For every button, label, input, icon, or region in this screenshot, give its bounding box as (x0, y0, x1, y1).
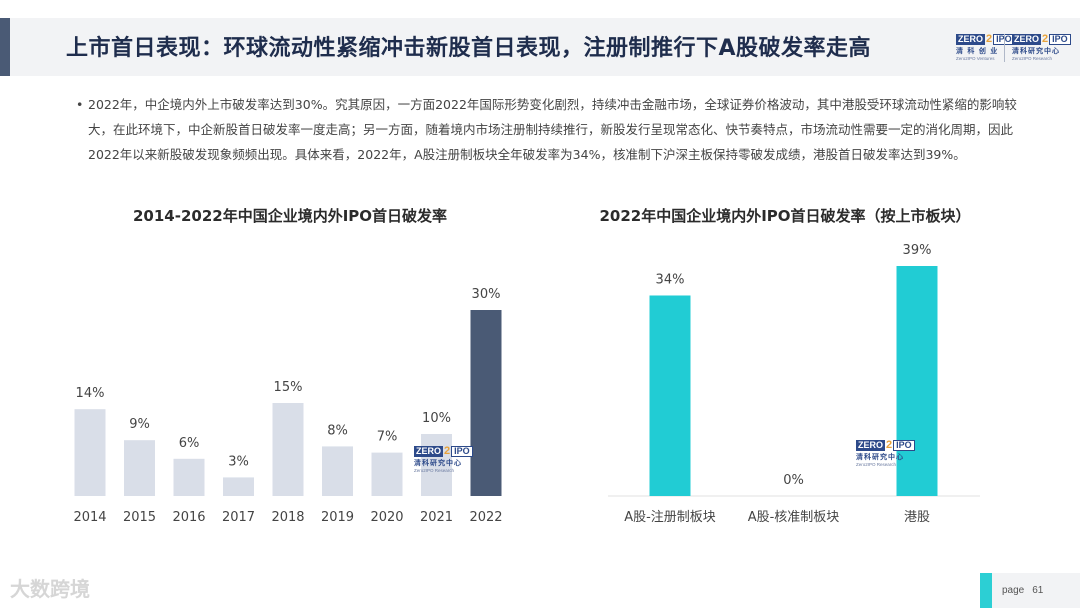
logo-zero-text: ZERO (1012, 34, 1042, 45)
bullet-icon: • (76, 97, 84, 112)
chart2-bar-港股 (896, 266, 938, 496)
chart1-bars: 14% 2014 9% 2015 6% 2016 3% 2017 15% 2018 8% 2019 7%… (73, 287, 502, 525)
chart1-category-label: 2017 (222, 510, 255, 525)
zero2ipo-research-logo: ZERO 2 IPO 清科研究中心 Zero2IPO Research (1012, 34, 1071, 61)
chart1-value-label: 8% (327, 423, 348, 438)
chart1-category-label: 2022 (469, 510, 502, 525)
chart2-value-label: 34% (656, 272, 685, 287)
watermark-cn-text: 清科研究中心 (414, 459, 462, 467)
watermark-en-text: Zero2IPO Research (856, 462, 897, 467)
watermark-cn-text: 清科研究中心 (856, 453, 904, 461)
chart1-value-label: 6% (179, 436, 200, 451)
page-number: 61 (1032, 585, 1044, 596)
chart2-category-label: A股-核准制板块 (748, 510, 840, 525)
header-accent (0, 18, 10, 76)
watermark-two-text: 2 (886, 439, 893, 451)
chart1-value-label: 9% (129, 417, 150, 432)
chart1-bar-2020 (371, 452, 403, 496)
chart1-bar-2021 (421, 434, 452, 496)
chart1-value-label: 7% (377, 430, 398, 445)
page-title: 上市首日表现：环球流动性紧缩冲击新股首日表现，注册制推行下A股破发率走高 (66, 36, 872, 61)
chart1-category-label: 2020 (370, 510, 403, 525)
chart1-value-label: 15% (274, 380, 303, 395)
watermark-zero-text: ZERO (414, 446, 444, 457)
watermark-ipo-text: IPO (893, 440, 915, 451)
logo-en-text: Zero2IPO Research (1012, 56, 1053, 61)
chart2-watermark: ZERO 2 IPO 清科研究中心 Zero2IPO Research (856, 440, 915, 467)
chart1-bar-2019 (322, 446, 353, 496)
page-label: page (1002, 585, 1025, 596)
summary-paragraph: • 2022年，中企境内外上市破发率达到30%。究其原因，一方面2022年国际形… (76, 92, 1038, 167)
chart2-bars: 34% A股-注册制板块 0% A股-核准制板块 39% 港股 (624, 243, 938, 525)
chart1-watermark: ZERO 2 IPO 清科研究中心 Zero2IPO Research (414, 446, 473, 473)
chart2-category-label: 港股 (904, 510, 930, 525)
logo-zero-text: ZERO (956, 34, 986, 45)
chart2-bar-A股-注册制板块 (649, 295, 691, 496)
summary-text: 2022年，中企境内外上市破发率达到30%。究其原因，一方面2022年国际形势变… (88, 97, 1017, 162)
logo-ipo-text: IPO (1049, 34, 1071, 45)
header-bar (0, 18, 1080, 76)
footer-page-indicator: page 61 (992, 573, 1080, 608)
chart1-bar-2018 (272, 403, 304, 496)
chart1-category-label: 2014 (73, 510, 106, 525)
chart1-bar-2016 (173, 458, 205, 496)
chart2-title: 2022年中国企业境内外IPO首日破发率（按上市板块） (599, 207, 971, 225)
logo-divider (1004, 34, 1005, 62)
logo-en-text: Zero2IPO Ventures (956, 56, 995, 61)
logo-two-text: 2 (1042, 33, 1049, 45)
chart1-category-label: 2015 (123, 510, 156, 525)
watermark-en-text: Zero2IPO Research (414, 468, 455, 473)
chart1-category-label: 2018 (271, 510, 304, 525)
chart1-value-label: 3% (228, 454, 249, 469)
chart2-value-label: 39% (903, 243, 932, 258)
chart1-bar-2022 (470, 310, 502, 496)
chart2-value-label: 0% (783, 473, 804, 488)
footer-brand-watermark: 大数跨境 (10, 577, 90, 601)
chart1-value-label: 10% (422, 411, 451, 426)
chart1-bar-2017 (223, 477, 254, 496)
chart1-category-label: 2021 (420, 510, 453, 525)
logo-two-text: 2 (986, 33, 993, 45)
watermark-two-text: 2 (444, 445, 451, 457)
chart2-category-label: A股-注册制板块 (624, 510, 716, 525)
zero2ipo-ventures-logo: ZERO 2 IPO 清 科 创 业 Zero2IPO Ventures (956, 34, 1015, 61)
logo-cn-text: 清科研究中心 (1012, 47, 1060, 55)
watermark-zero-text: ZERO (856, 440, 886, 451)
chart1-value-label: 30% (472, 287, 501, 302)
chart1-title: 2014-2022年中国企业境内外IPO首日破发率 (132, 207, 448, 225)
chart1-bar-2014 (74, 409, 106, 496)
logo-cn-text: 清 科 创 业 (956, 47, 999, 55)
chart1-bar-2015 (124, 440, 155, 496)
chart1-category-label: 2016 (172, 510, 205, 525)
chart1-value-label: 14% (76, 386, 105, 401)
footer-accent (980, 573, 992, 608)
chart1-category-label: 2019 (321, 510, 354, 525)
watermark-ipo-text: IPO (451, 446, 473, 457)
